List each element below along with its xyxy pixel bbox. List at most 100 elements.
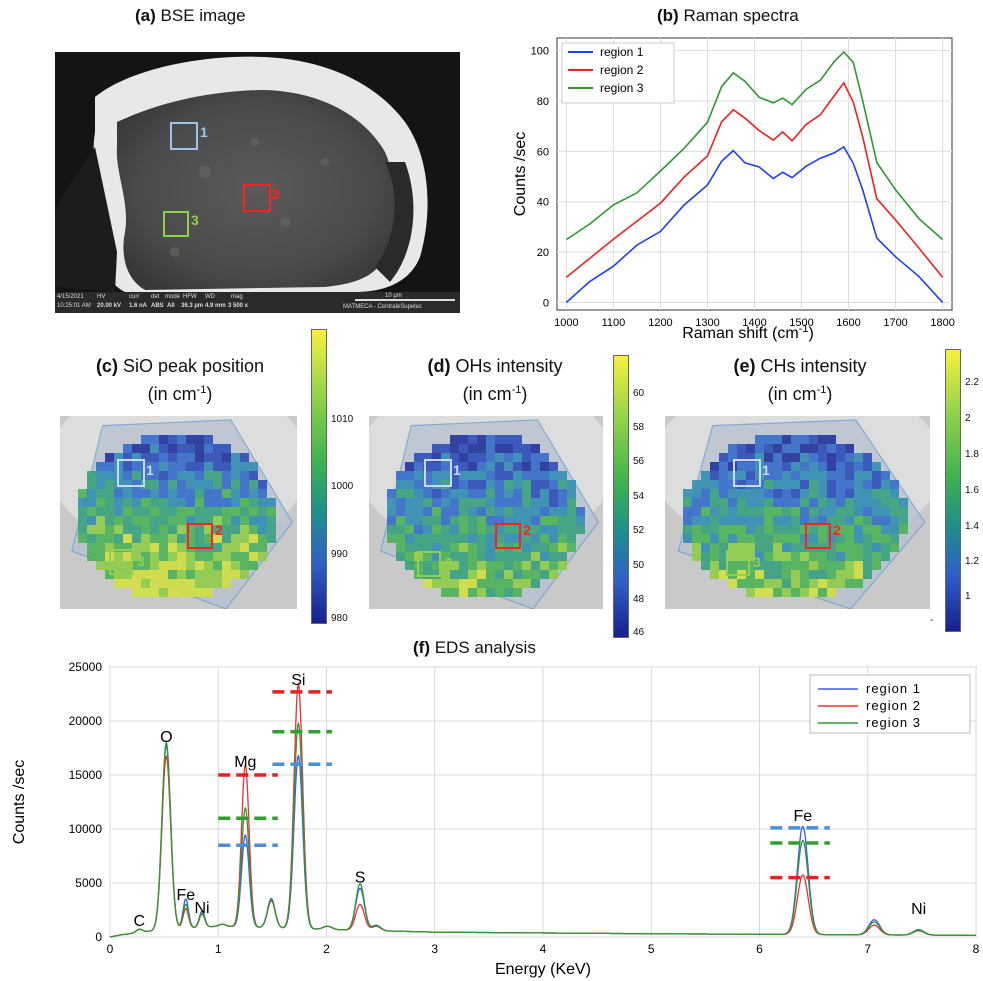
map-pixel (854, 534, 863, 543)
map-pixel (486, 543, 495, 552)
map-pixel (710, 552, 719, 561)
map-pixel (531, 525, 540, 534)
map-pixel (791, 534, 800, 543)
map-pixel (105, 480, 114, 489)
map-pixel (105, 525, 114, 534)
map-pixel (800, 570, 809, 579)
map-pixel (872, 525, 881, 534)
map-pixel (567, 534, 576, 543)
bse-region-3-label: 3 (191, 212, 199, 228)
map-pixel (863, 516, 872, 525)
map-pixel (836, 561, 845, 570)
map-pixel (809, 462, 818, 471)
map-pixel (719, 570, 728, 579)
map-pixel (863, 543, 872, 552)
map-pixel (692, 552, 701, 561)
raman-legend-label: region 2 (600, 63, 644, 77)
map-pixel (719, 453, 728, 462)
map-pixel (423, 507, 432, 516)
bse-lab: MATMECA - CentraleSupelec (343, 304, 422, 310)
map-pixel (773, 588, 782, 597)
eds-y-tick-label: 10000 (69, 822, 103, 836)
map-pixel (728, 480, 737, 489)
map-pixel (87, 543, 96, 552)
map-pixel (441, 453, 450, 462)
map-pixel (746, 498, 755, 507)
map-pixel (423, 543, 432, 552)
map-pixel (800, 516, 809, 525)
map-pixel (800, 534, 809, 543)
map-e-region-2-box (805, 523, 831, 549)
eds-peak-label-ni: Ni (911, 901, 926, 918)
map-pixel (168, 480, 177, 489)
map-pixel (513, 561, 522, 570)
map-pixel (728, 507, 737, 516)
map-pixel (87, 498, 96, 507)
raman-y-ticks: 0 20 40 60 80 100 (531, 46, 549, 310)
map-pixel (87, 489, 96, 498)
map-pixel (405, 471, 414, 480)
bse-region-2-box (243, 184, 271, 212)
map-pixel (195, 489, 204, 498)
map-pixel (267, 516, 276, 525)
map-pixel (513, 525, 522, 534)
map-pixel (249, 471, 258, 480)
map-pixel (531, 570, 540, 579)
map-c-image (48, 377, 309, 610)
map-pixel (450, 561, 459, 570)
map-pixel (522, 498, 531, 507)
map-pixel (782, 462, 791, 471)
map-pixel (701, 498, 710, 507)
map-pixel (96, 471, 105, 480)
map-pixel (504, 489, 513, 498)
map-pixel (195, 480, 204, 489)
map-pixel (764, 525, 773, 534)
map-pixel (87, 516, 96, 525)
map-pixel (186, 480, 195, 489)
map-pixel (863, 453, 872, 462)
map-pixel (141, 579, 150, 588)
map-pixel (701, 543, 710, 552)
map-pixel (432, 525, 441, 534)
map-pixel (222, 525, 231, 534)
map-pixel (836, 444, 845, 453)
map-pixel (231, 453, 240, 462)
map-pixel (177, 498, 186, 507)
map-pixel (719, 552, 728, 561)
map-pixel (168, 561, 177, 570)
map-pixel (141, 534, 150, 543)
raman-x-ticks: 1000 1100 1200 1300 1400 1500 1600 1700 1800 (554, 317, 955, 329)
map-pixel (567, 507, 576, 516)
map-pixel (186, 516, 195, 525)
map-pixel (195, 444, 204, 453)
colorbar-e-tick-2-2: 2.2 (965, 377, 979, 388)
map-pixel (809, 570, 818, 579)
map-pixel (746, 570, 755, 579)
map-pixel (710, 462, 719, 471)
map-pixel (863, 525, 872, 534)
map-pixel (477, 516, 486, 525)
map-pixel (168, 534, 177, 543)
map-pixel (890, 516, 899, 525)
map-c: 1 2 3 (48, 377, 309, 610)
map-pixel (423, 534, 432, 543)
map-pixel (195, 435, 204, 444)
map-pixel (213, 498, 222, 507)
map-pixel (773, 579, 782, 588)
map-pixel (450, 480, 459, 489)
map-pixel (495, 453, 504, 462)
map-pixel (827, 471, 836, 480)
map-pixel (240, 507, 249, 516)
map-pixel (728, 516, 737, 525)
map-pixel (141, 561, 150, 570)
map-pixel (782, 435, 791, 444)
map-pixel (405, 543, 414, 552)
map-pixel (150, 462, 159, 471)
map-pixel (204, 579, 213, 588)
map-pixel (477, 480, 486, 489)
map-pixel (764, 507, 773, 516)
map-pixel (423, 579, 432, 588)
map-pixel (755, 516, 764, 525)
map-pixel (468, 516, 477, 525)
map-pixel (423, 498, 432, 507)
